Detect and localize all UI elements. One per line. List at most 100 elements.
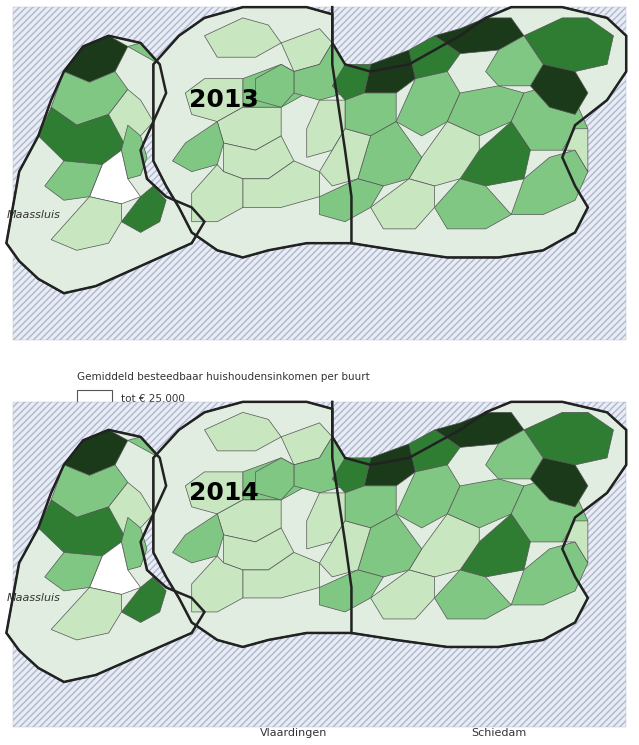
Polygon shape xyxy=(13,7,626,340)
Polygon shape xyxy=(281,423,332,465)
Text: € 30.000 - € 35.000: € 30.000 - € 35.000 xyxy=(121,436,224,446)
Polygon shape xyxy=(224,528,294,570)
Polygon shape xyxy=(13,402,626,727)
Text: € 35.000 - € 45.000: € 35.000 - € 45.000 xyxy=(121,457,224,467)
Polygon shape xyxy=(320,179,383,222)
Polygon shape xyxy=(294,43,345,100)
Polygon shape xyxy=(320,521,371,577)
Polygon shape xyxy=(530,458,588,507)
FancyBboxPatch shape xyxy=(77,473,112,492)
Polygon shape xyxy=(6,430,204,682)
Polygon shape xyxy=(256,64,294,107)
Polygon shape xyxy=(204,18,281,57)
Polygon shape xyxy=(371,179,435,229)
Text: 2014: 2014 xyxy=(189,481,259,505)
Polygon shape xyxy=(511,86,588,150)
Polygon shape xyxy=(486,36,543,86)
Polygon shape xyxy=(562,521,588,563)
Polygon shape xyxy=(511,542,588,605)
Polygon shape xyxy=(409,36,460,79)
Polygon shape xyxy=(345,486,396,528)
Polygon shape xyxy=(121,125,147,179)
Polygon shape xyxy=(153,402,626,647)
Polygon shape xyxy=(281,28,332,72)
Polygon shape xyxy=(38,500,128,556)
Polygon shape xyxy=(256,458,294,500)
Polygon shape xyxy=(109,89,153,150)
Polygon shape xyxy=(345,93,396,136)
Polygon shape xyxy=(51,465,128,517)
Polygon shape xyxy=(153,7,626,258)
Polygon shape xyxy=(217,107,281,150)
Polygon shape xyxy=(371,570,435,619)
Polygon shape xyxy=(294,437,345,493)
Text: Gemeenten: Gemeenten xyxy=(121,519,183,530)
Text: tot € 25.000: tot € 25.000 xyxy=(121,394,185,405)
Polygon shape xyxy=(307,100,345,157)
Text: € 25.000 - € 30.000: € 25.000 - € 30.000 xyxy=(121,415,224,425)
Polygon shape xyxy=(173,121,224,171)
FancyBboxPatch shape xyxy=(77,390,112,409)
Polygon shape xyxy=(45,553,102,591)
Polygon shape xyxy=(243,458,307,500)
Polygon shape xyxy=(358,514,422,577)
FancyBboxPatch shape xyxy=(77,431,112,451)
Polygon shape xyxy=(6,36,204,294)
Polygon shape xyxy=(64,430,128,475)
Polygon shape xyxy=(447,86,524,136)
Polygon shape xyxy=(358,121,422,186)
Polygon shape xyxy=(409,430,460,472)
FancyBboxPatch shape xyxy=(77,452,112,472)
Text: Vlaardingen: Vlaardingen xyxy=(260,728,328,738)
Polygon shape xyxy=(192,556,243,612)
Text: Onvoldoende gegevens: Onvoldoende gegevens xyxy=(121,498,245,509)
Polygon shape xyxy=(332,64,371,100)
Polygon shape xyxy=(51,587,121,640)
Polygon shape xyxy=(243,553,320,598)
Polygon shape xyxy=(409,514,479,577)
Polygon shape xyxy=(530,64,588,115)
Polygon shape xyxy=(121,577,166,623)
Polygon shape xyxy=(121,517,147,570)
Polygon shape xyxy=(243,161,320,207)
Polygon shape xyxy=(192,165,243,222)
Polygon shape xyxy=(364,444,415,486)
Polygon shape xyxy=(524,413,613,465)
Polygon shape xyxy=(109,483,153,542)
Polygon shape xyxy=(243,64,307,107)
FancyBboxPatch shape xyxy=(77,515,112,534)
Polygon shape xyxy=(173,514,224,563)
Polygon shape xyxy=(38,107,128,165)
Polygon shape xyxy=(320,570,383,612)
Polygon shape xyxy=(396,72,460,136)
Polygon shape xyxy=(128,43,160,64)
Polygon shape xyxy=(121,186,166,232)
Polygon shape xyxy=(460,121,530,186)
Polygon shape xyxy=(307,493,345,549)
FancyBboxPatch shape xyxy=(77,494,112,513)
Polygon shape xyxy=(89,542,141,595)
Polygon shape xyxy=(435,413,524,447)
Polygon shape xyxy=(64,36,128,82)
Polygon shape xyxy=(511,150,588,215)
Polygon shape xyxy=(460,514,530,577)
Polygon shape xyxy=(409,121,479,186)
Polygon shape xyxy=(332,458,371,493)
Polygon shape xyxy=(562,129,588,171)
Text: 2013: 2013 xyxy=(189,88,259,112)
Polygon shape xyxy=(486,430,543,479)
Text: Maassluis: Maassluis xyxy=(6,209,60,220)
Text: € 45.000 en meer: € 45.000 en meer xyxy=(121,478,214,488)
Polygon shape xyxy=(524,18,613,72)
Polygon shape xyxy=(185,79,243,121)
Polygon shape xyxy=(364,50,415,93)
Polygon shape xyxy=(435,179,511,229)
Polygon shape xyxy=(204,413,281,451)
Polygon shape xyxy=(224,136,294,179)
Polygon shape xyxy=(435,18,524,54)
Polygon shape xyxy=(51,72,128,125)
Polygon shape xyxy=(128,437,160,458)
Text: Maassluis: Maassluis xyxy=(6,593,60,603)
Polygon shape xyxy=(435,570,511,619)
Polygon shape xyxy=(185,472,243,514)
